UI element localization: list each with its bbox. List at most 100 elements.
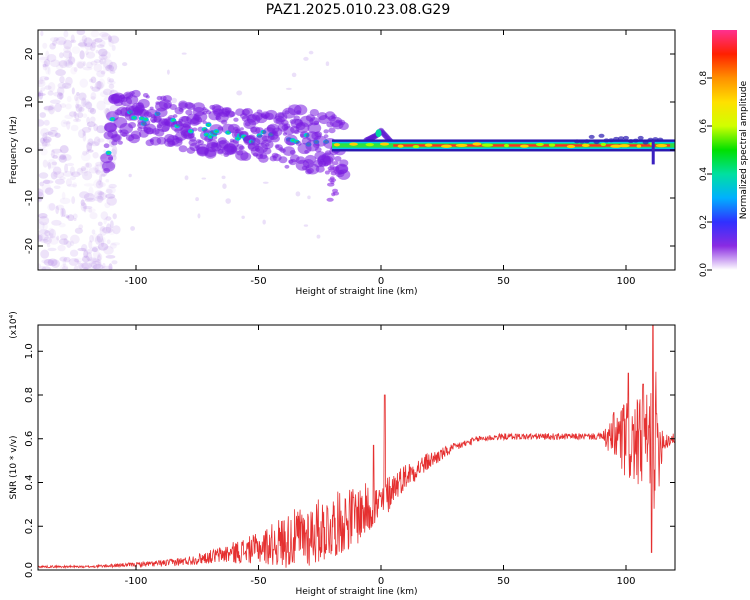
x-tick-label: 0	[378, 276, 384, 287]
ridge-peak	[107, 151, 110, 154]
noise-blob	[80, 167, 89, 174]
ridge-blob	[104, 122, 117, 133]
ridge-blob	[230, 147, 238, 153]
ridge-blob	[328, 127, 336, 134]
y-tick-label: 0.6	[24, 431, 35, 447]
x-tick-label: -100	[125, 576, 148, 587]
ridge-blob	[239, 127, 244, 131]
ridge-blob	[338, 121, 349, 131]
noise-blob	[73, 265, 79, 270]
x-tick-label: 50	[497, 276, 510, 287]
noise-blob	[122, 62, 128, 67]
ridge-blob	[182, 121, 192, 129]
noise-blob	[90, 96, 96, 100]
ridge-blob	[334, 166, 340, 171]
noise-blob	[90, 260, 102, 270]
noise-blob	[78, 129, 86, 139]
noise-blob	[107, 80, 116, 85]
noise-blob	[307, 195, 311, 200]
noise-blob	[49, 99, 61, 104]
noise-blob	[93, 123, 99, 132]
noise-blob	[77, 42, 88, 47]
noise-blob	[82, 61, 86, 67]
noise-blob	[75, 104, 83, 113]
noise-blob	[87, 138, 94, 146]
noise-blob	[85, 162, 90, 168]
x-tick-label: -50	[250, 576, 266, 587]
ridge-blob	[337, 169, 351, 180]
ridge-blob	[332, 191, 340, 196]
noise-blob	[325, 61, 330, 67]
ridge-peak	[472, 142, 482, 146]
ridge-blob	[593, 140, 600, 145]
noise-blob	[94, 190, 105, 200]
noise-blob	[100, 70, 106, 75]
ridge-blob	[103, 143, 110, 149]
y-tick-label: 0.2	[24, 518, 35, 534]
noise-blob	[58, 222, 66, 228]
noise-blob	[48, 202, 56, 211]
noise-blob	[90, 245, 101, 253]
noise-blob	[88, 256, 97, 265]
snr-frame	[37, 324, 676, 571]
noise-blob	[51, 148, 63, 154]
noise-blob	[236, 90, 243, 96]
noise-blob	[97, 195, 104, 203]
noise-blob	[38, 172, 49, 179]
noise-blob	[44, 230, 51, 237]
ridge-blob	[131, 89, 141, 98]
noise-blob	[47, 90, 54, 96]
ridge-blob	[642, 140, 649, 145]
noise-blob	[184, 175, 189, 181]
noise-blob	[67, 214, 75, 222]
noise-blob	[73, 217, 77, 222]
noise-blob	[60, 263, 69, 270]
ridge-blob	[613, 136, 620, 141]
ridge-blob	[192, 127, 198, 132]
noise-blob	[86, 208, 96, 213]
noise-blob	[48, 104, 55, 115]
noise-blob	[40, 249, 50, 259]
noise-blob	[38, 91, 42, 97]
noise-blob	[92, 251, 101, 259]
noise-blob	[108, 38, 114, 47]
ridge-peak	[140, 117, 144, 120]
noise-blob	[105, 64, 115, 72]
y-tick-label: 0.8	[24, 387, 35, 403]
noise-blob	[57, 82, 67, 89]
noise-blob	[92, 263, 104, 270]
noise-blob	[99, 174, 103, 183]
noise-blob	[99, 31, 109, 37]
noise-blob	[81, 243, 88, 252]
noise-blob	[55, 204, 65, 211]
noise-blob	[72, 213, 78, 219]
noise-blob	[105, 223, 112, 234]
noise-blob	[59, 52, 64, 59]
ridge-peak	[455, 143, 468, 148]
ridge-peak	[349, 142, 358, 146]
ridge-blob	[278, 156, 288, 164]
ridge-peak	[412, 144, 420, 149]
colorbar-tick-label: 0.6	[699, 119, 709, 134]
noise-blob	[65, 59, 73, 68]
ridge-blob	[321, 152, 335, 163]
noise-blob	[295, 191, 301, 197]
noise-blob	[68, 111, 77, 117]
noise-blob	[44, 187, 54, 195]
noise-blob	[71, 196, 76, 205]
noise-blob	[76, 167, 84, 176]
ridge-blob	[627, 139, 634, 144]
noise-blob	[55, 36, 67, 46]
noise-blob	[52, 40, 57, 46]
noise-blob	[67, 61, 73, 66]
ridge-blob	[323, 129, 329, 134]
noise-blob	[75, 60, 86, 69]
noise-blob	[92, 258, 101, 265]
noise-blob	[44, 138, 51, 147]
ridge-blob	[161, 125, 170, 132]
noise-blob	[42, 60, 48, 71]
noise-blob	[102, 262, 106, 269]
noise-blob	[111, 145, 118, 156]
noise-blob	[49, 42, 56, 50]
noise-blob	[91, 229, 96, 235]
